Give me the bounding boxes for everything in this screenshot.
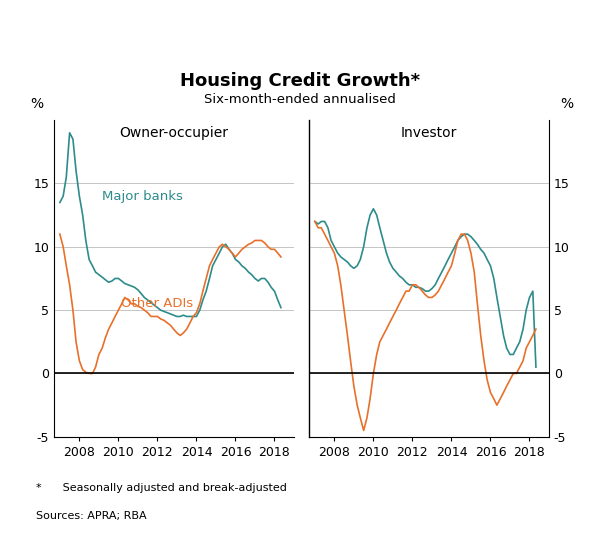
Text: Sources: APRA; RBA: Sources: APRA; RBA: [36, 511, 146, 520]
Text: *      Seasonally adjusted and break-adjusted: * Seasonally adjusted and break-adjusted: [36, 483, 287, 493]
Text: Other ADIs: Other ADIs: [121, 298, 193, 311]
Text: Major banks: Major banks: [102, 190, 183, 203]
Text: Owner-occupier: Owner-occupier: [119, 127, 229, 140]
Text: Six-month-ended annualised: Six-month-ended annualised: [204, 93, 396, 106]
Text: %: %: [30, 97, 43, 111]
Text: %: %: [560, 97, 573, 111]
Text: Housing Credit Growth*: Housing Credit Growth*: [180, 72, 420, 90]
Text: Investor: Investor: [401, 127, 457, 140]
